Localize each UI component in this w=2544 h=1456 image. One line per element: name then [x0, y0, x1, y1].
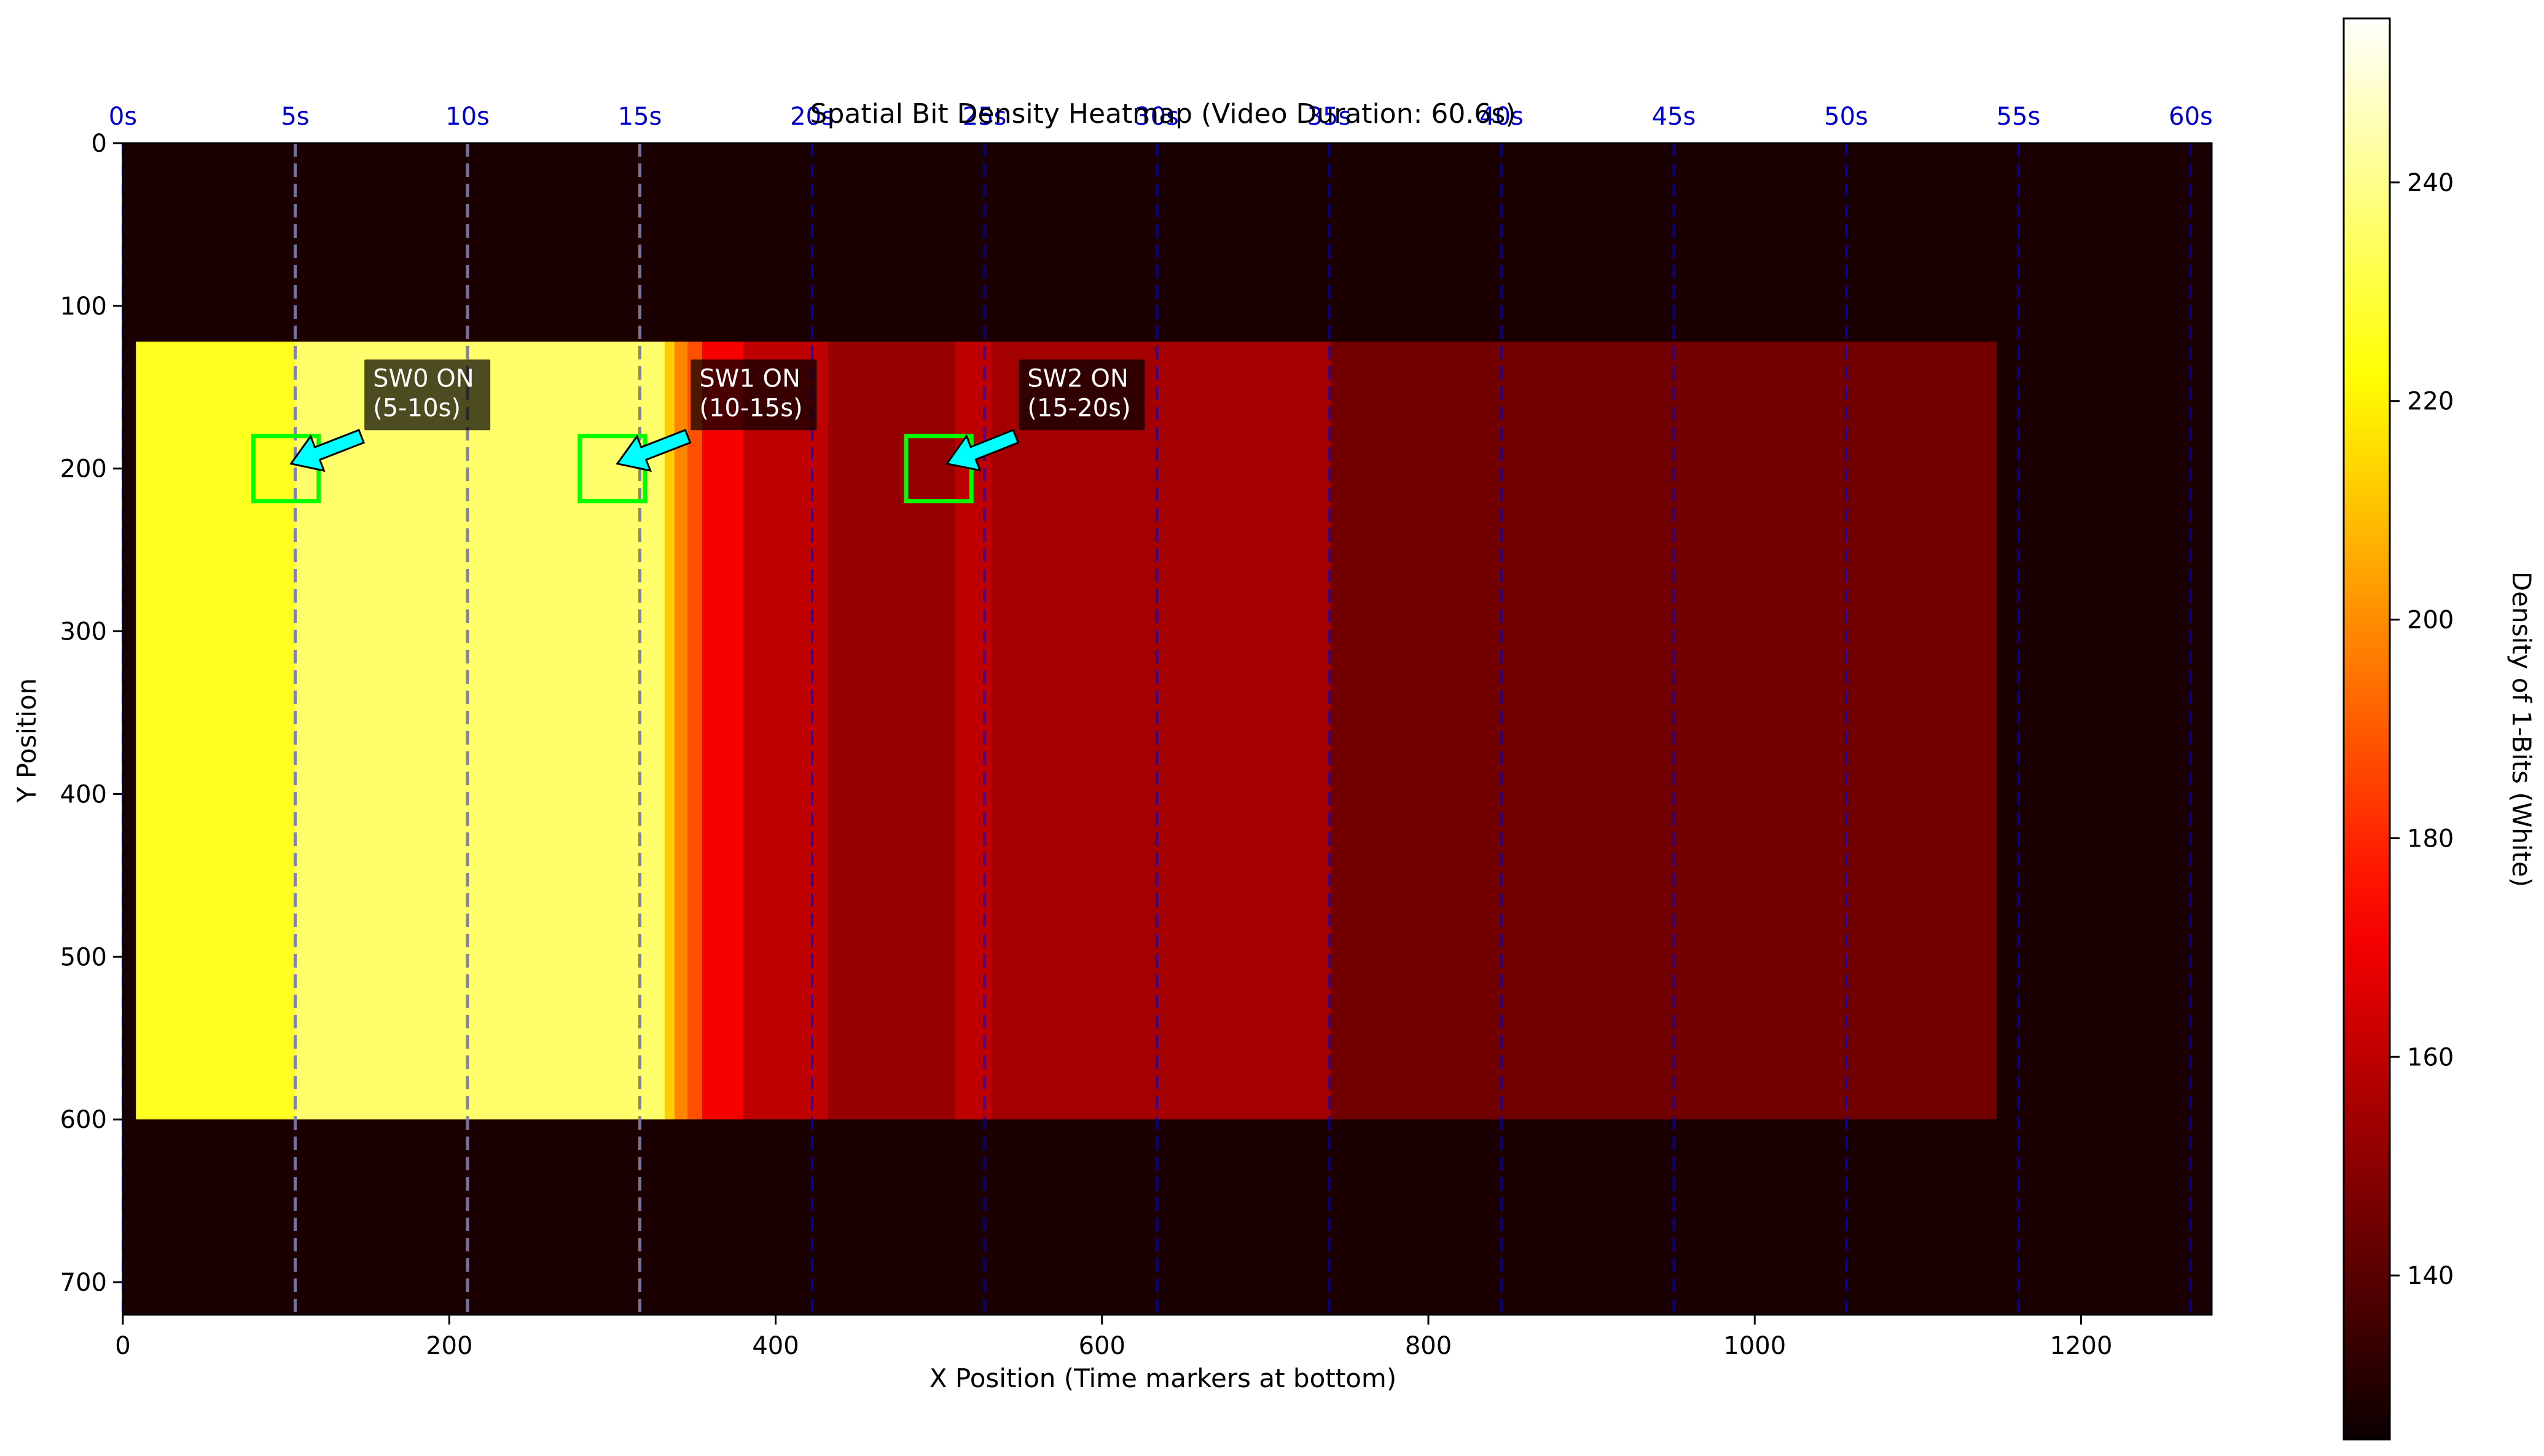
annotation-box	[1019, 359, 1145, 431]
time-marker-label: 30s	[1135, 103, 1179, 131]
x-tick-label: 600	[1079, 1332, 1125, 1360]
x-tick-label: 1000	[1723, 1332, 1786, 1360]
y-axis: 0 100 200 300 400 500 600 700	[60, 130, 123, 1297]
time-marker-label: 5s	[281, 103, 309, 131]
time-marker-label: 55s	[1997, 103, 2041, 131]
heatmap-column-3	[674, 342, 688, 1120]
time-marker-label: 0s	[109, 103, 137, 131]
y-tick-label: 200	[60, 455, 107, 483]
annotation-box	[691, 359, 817, 431]
colorbar-label: Density of 1-Bits (White)	[2507, 571, 2537, 887]
heatmap-area	[123, 143, 2212, 1315]
y-tick-label: 400	[60, 780, 107, 808]
heatmap-column-0	[136, 342, 295, 1120]
time-marker-label: 35s	[1307, 103, 1352, 131]
heatmap-column-2	[664, 342, 675, 1120]
x-tick-label: 1200	[2050, 1332, 2113, 1360]
colorbar-gradient	[2342, 17, 2391, 1441]
x-tick-label: 400	[752, 1332, 799, 1360]
colorbar-tick-label: 140	[2407, 1262, 2454, 1290]
colorbar-tick-label: 160	[2407, 1043, 2454, 1071]
time-marker-label: 50s	[1824, 103, 1868, 131]
y-tick-label: 100	[60, 292, 107, 321]
colorbar-tick-label: 220	[2407, 388, 2454, 416]
colorbar-tick-label: 240	[2407, 169, 2454, 197]
time-marker-label: 10s	[445, 103, 490, 131]
annotation-box	[364, 359, 491, 431]
annotation-label: (10-15s)	[699, 394, 802, 422]
colorbar-tick-label: 200	[2407, 606, 2454, 635]
annotations: SW0 ON(5-10s) SW1 ON(10-15s) SW2 ON(15-20s…	[251, 359, 1145, 504]
annotation-label: SW2 ON	[1027, 364, 1129, 393]
y-tick-label: 600	[60, 1106, 107, 1134]
chart-title: Spatial Bit Density Heatmap (Video Durat…	[810, 98, 1516, 130]
heatmap-column-10	[1330, 342, 1997, 1120]
annotation-label: (15-20s)	[1027, 394, 1130, 422]
annotation-arrow	[289, 429, 366, 472]
time-marker-label: 15s	[618, 103, 662, 131]
time-marker-label: 40s	[1479, 103, 1524, 131]
y-tick-label: 0	[92, 130, 107, 158]
x-tick-label: 0	[115, 1332, 130, 1360]
y-axis-label: Y Position	[12, 678, 42, 804]
annotation-label: SW1 ON	[699, 364, 800, 393]
annotation-arrow	[945, 429, 1020, 472]
time-markers: 0s 5s 10s 15s 20s 25s 30s 35s 40s 45s 50s 55s 60s	[109, 103, 2213, 1315]
time-marker-label: 45s	[1652, 103, 1696, 131]
y-tick-label: 700	[60, 1269, 107, 1297]
heatmap-column-9	[991, 342, 1331, 1120]
time-marker-label: 25s	[963, 103, 1007, 131]
time-marker-label: 20s	[790, 103, 834, 131]
y-tick-label: 500	[60, 943, 107, 971]
heatmap-column-5	[702, 342, 743, 1120]
x-axis-label: X Position (Time markers at bottom)	[930, 1363, 1396, 1393]
annotation-label: SW0 ON	[373, 364, 474, 393]
time-marker-label: 60s	[2169, 103, 2213, 131]
heatmap-column-1	[294, 342, 665, 1120]
x-tick-label: 800	[1405, 1332, 1452, 1360]
y-tick-label: 300	[60, 618, 107, 646]
plot-frame	[122, 142, 2213, 1316]
annotation-label: (5-10s)	[373, 394, 461, 422]
heatmap-column-7	[828, 342, 956, 1120]
heatmap-column-6	[743, 342, 828, 1120]
x-tick-label: 200	[426, 1332, 472, 1360]
heatmap-column-4	[687, 342, 703, 1120]
colorbar-tick-label: 180	[2407, 824, 2454, 853]
annotation-arrow	[616, 429, 692, 472]
x-axis: 0 200 400 600 800 1000 1200	[115, 1315, 2112, 1360]
colorbar: 140 160 180 200 220 240	[2342, 17, 2454, 1441]
